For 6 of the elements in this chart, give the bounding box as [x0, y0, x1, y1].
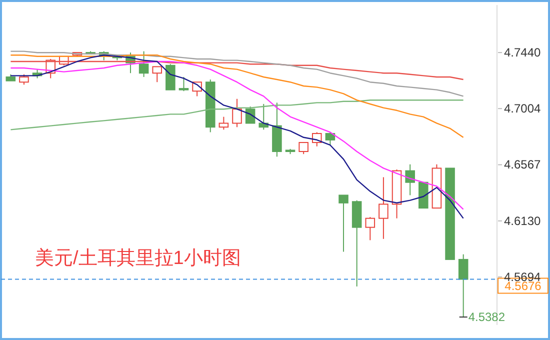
y-tick-label: 4.7440 — [504, 46, 542, 60]
annotation: 4.5382 — [468, 310, 506, 324]
y-tick-label: 4.6567 — [504, 158, 542, 172]
text: 美元/土耳其里拉1小时图 — [35, 247, 241, 269]
y-tick-label: 4.6130 — [504, 214, 542, 228]
y-tick-label: 4.7004 — [504, 102, 542, 116]
